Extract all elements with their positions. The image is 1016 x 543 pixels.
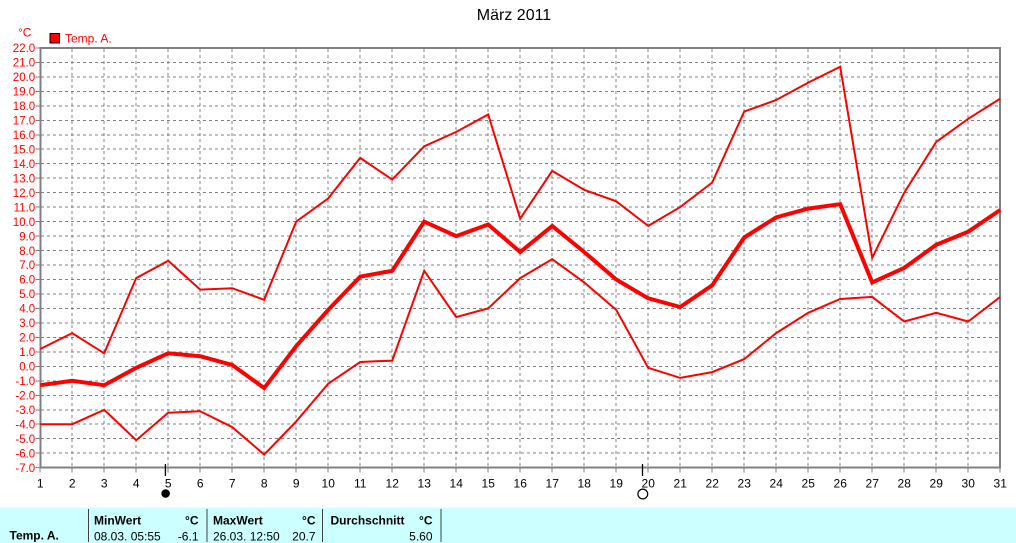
svg-text:25: 25 [802, 477, 816, 491]
svg-text:4: 4 [133, 477, 140, 491]
svg-text:9: 9 [293, 477, 300, 491]
svg-text:8.0: 8.0 [19, 246, 35, 258]
svg-text:21: 21 [674, 477, 688, 491]
svg-text:Durchschnitt: Durchschnitt [331, 514, 405, 528]
svg-text:26: 26 [834, 477, 848, 491]
svg-text:°C: °C [419, 514, 433, 528]
svg-text:14: 14 [450, 477, 464, 491]
svg-text:19: 19 [610, 477, 624, 491]
svg-text:°C: °C [302, 514, 316, 528]
svg-text:6: 6 [197, 477, 204, 491]
svg-text:13.0: 13.0 [13, 173, 35, 185]
svg-text:4.0: 4.0 [19, 304, 35, 316]
svg-text:2: 2 [69, 477, 76, 491]
svg-text:11.0: 11.0 [14, 202, 36, 214]
svg-text:3.0: 3.0 [19, 318, 35, 330]
svg-text:0.0: 0.0 [19, 362, 35, 374]
svg-text:-7.0: -7.0 [15, 463, 35, 475]
svg-text:10: 10 [322, 477, 336, 491]
svg-text:08.03. 05:55: 08.03. 05:55 [94, 530, 161, 543]
svg-text:15.0: 15.0 [13, 144, 35, 156]
svg-text:18: 18 [578, 477, 592, 491]
svg-text:14.0: 14.0 [13, 159, 35, 171]
svg-text:3: 3 [101, 477, 108, 491]
svg-text:Temp. A.: Temp. A. [10, 529, 59, 543]
svg-text:17: 17 [546, 477, 560, 491]
svg-text:28: 28 [898, 477, 912, 491]
svg-text:-6.0: -6.0 [15, 448, 35, 460]
svg-text:-3.0: -3.0 [15, 405, 35, 417]
svg-text:6.0: 6.0 [19, 275, 35, 287]
svg-text:20.7: 20.7 [292, 530, 316, 543]
svg-text:8: 8 [261, 477, 268, 491]
svg-text:24: 24 [770, 477, 784, 491]
svg-text:15: 15 [482, 477, 496, 491]
svg-text:11: 11 [354, 477, 367, 491]
svg-text:7.0: 7.0 [19, 260, 35, 272]
svg-text:22: 22 [706, 477, 720, 491]
svg-text:23: 23 [738, 477, 752, 491]
svg-text:1: 1 [37, 477, 44, 491]
svg-text:9.0: 9.0 [19, 231, 35, 243]
svg-text:10.0: 10.0 [13, 217, 35, 229]
svg-text:März 2011: März 2011 [477, 7, 552, 24]
svg-text:2.0: 2.0 [19, 333, 35, 345]
svg-text:16: 16 [514, 477, 528, 491]
svg-text:°C: °C [185, 514, 199, 528]
svg-text:1.0: 1.0 [19, 347, 35, 359]
svg-text:7: 7 [229, 477, 236, 491]
svg-text:17.0: 17.0 [13, 116, 35, 128]
svg-text:20: 20 [642, 477, 656, 491]
svg-text:22.0: 22.0 [13, 43, 35, 55]
svg-text:31: 31 [994, 477, 1008, 491]
svg-text:5.0: 5.0 [19, 289, 35, 301]
svg-text:MinWert: MinWert [94, 514, 141, 528]
svg-text:19.0: 19.0 [13, 87, 35, 99]
svg-text:12.0: 12.0 [13, 188, 35, 200]
svg-text:12: 12 [386, 477, 400, 491]
svg-text:Temp. A.: Temp. A. [65, 32, 112, 46]
svg-text:-1.0: -1.0 [15, 376, 35, 388]
svg-text:-6.1: -6.1 [178, 530, 199, 543]
svg-text:21.0: 21.0 [13, 58, 35, 70]
svg-text:16.0: 16.0 [13, 130, 35, 142]
svg-text:26.03. 12:50: 26.03. 12:50 [213, 530, 280, 543]
svg-text:MaxWert: MaxWert [213, 514, 263, 528]
svg-text:5.60: 5.60 [409, 530, 433, 543]
svg-text:-5.0: -5.0 [15, 434, 35, 446]
svg-text:18.0: 18.0 [13, 101, 35, 113]
svg-text:5: 5 [165, 477, 172, 491]
svg-text:°C: °C [18, 26, 32, 40]
svg-text:20.0: 20.0 [13, 72, 35, 84]
svg-text:27: 27 [866, 477, 880, 491]
svg-text:13: 13 [418, 477, 432, 491]
svg-text:-4.0: -4.0 [15, 419, 35, 431]
svg-text:30: 30 [962, 477, 976, 491]
svg-text:-2.0: -2.0 [15, 391, 35, 403]
svg-text:29: 29 [930, 477, 944, 491]
